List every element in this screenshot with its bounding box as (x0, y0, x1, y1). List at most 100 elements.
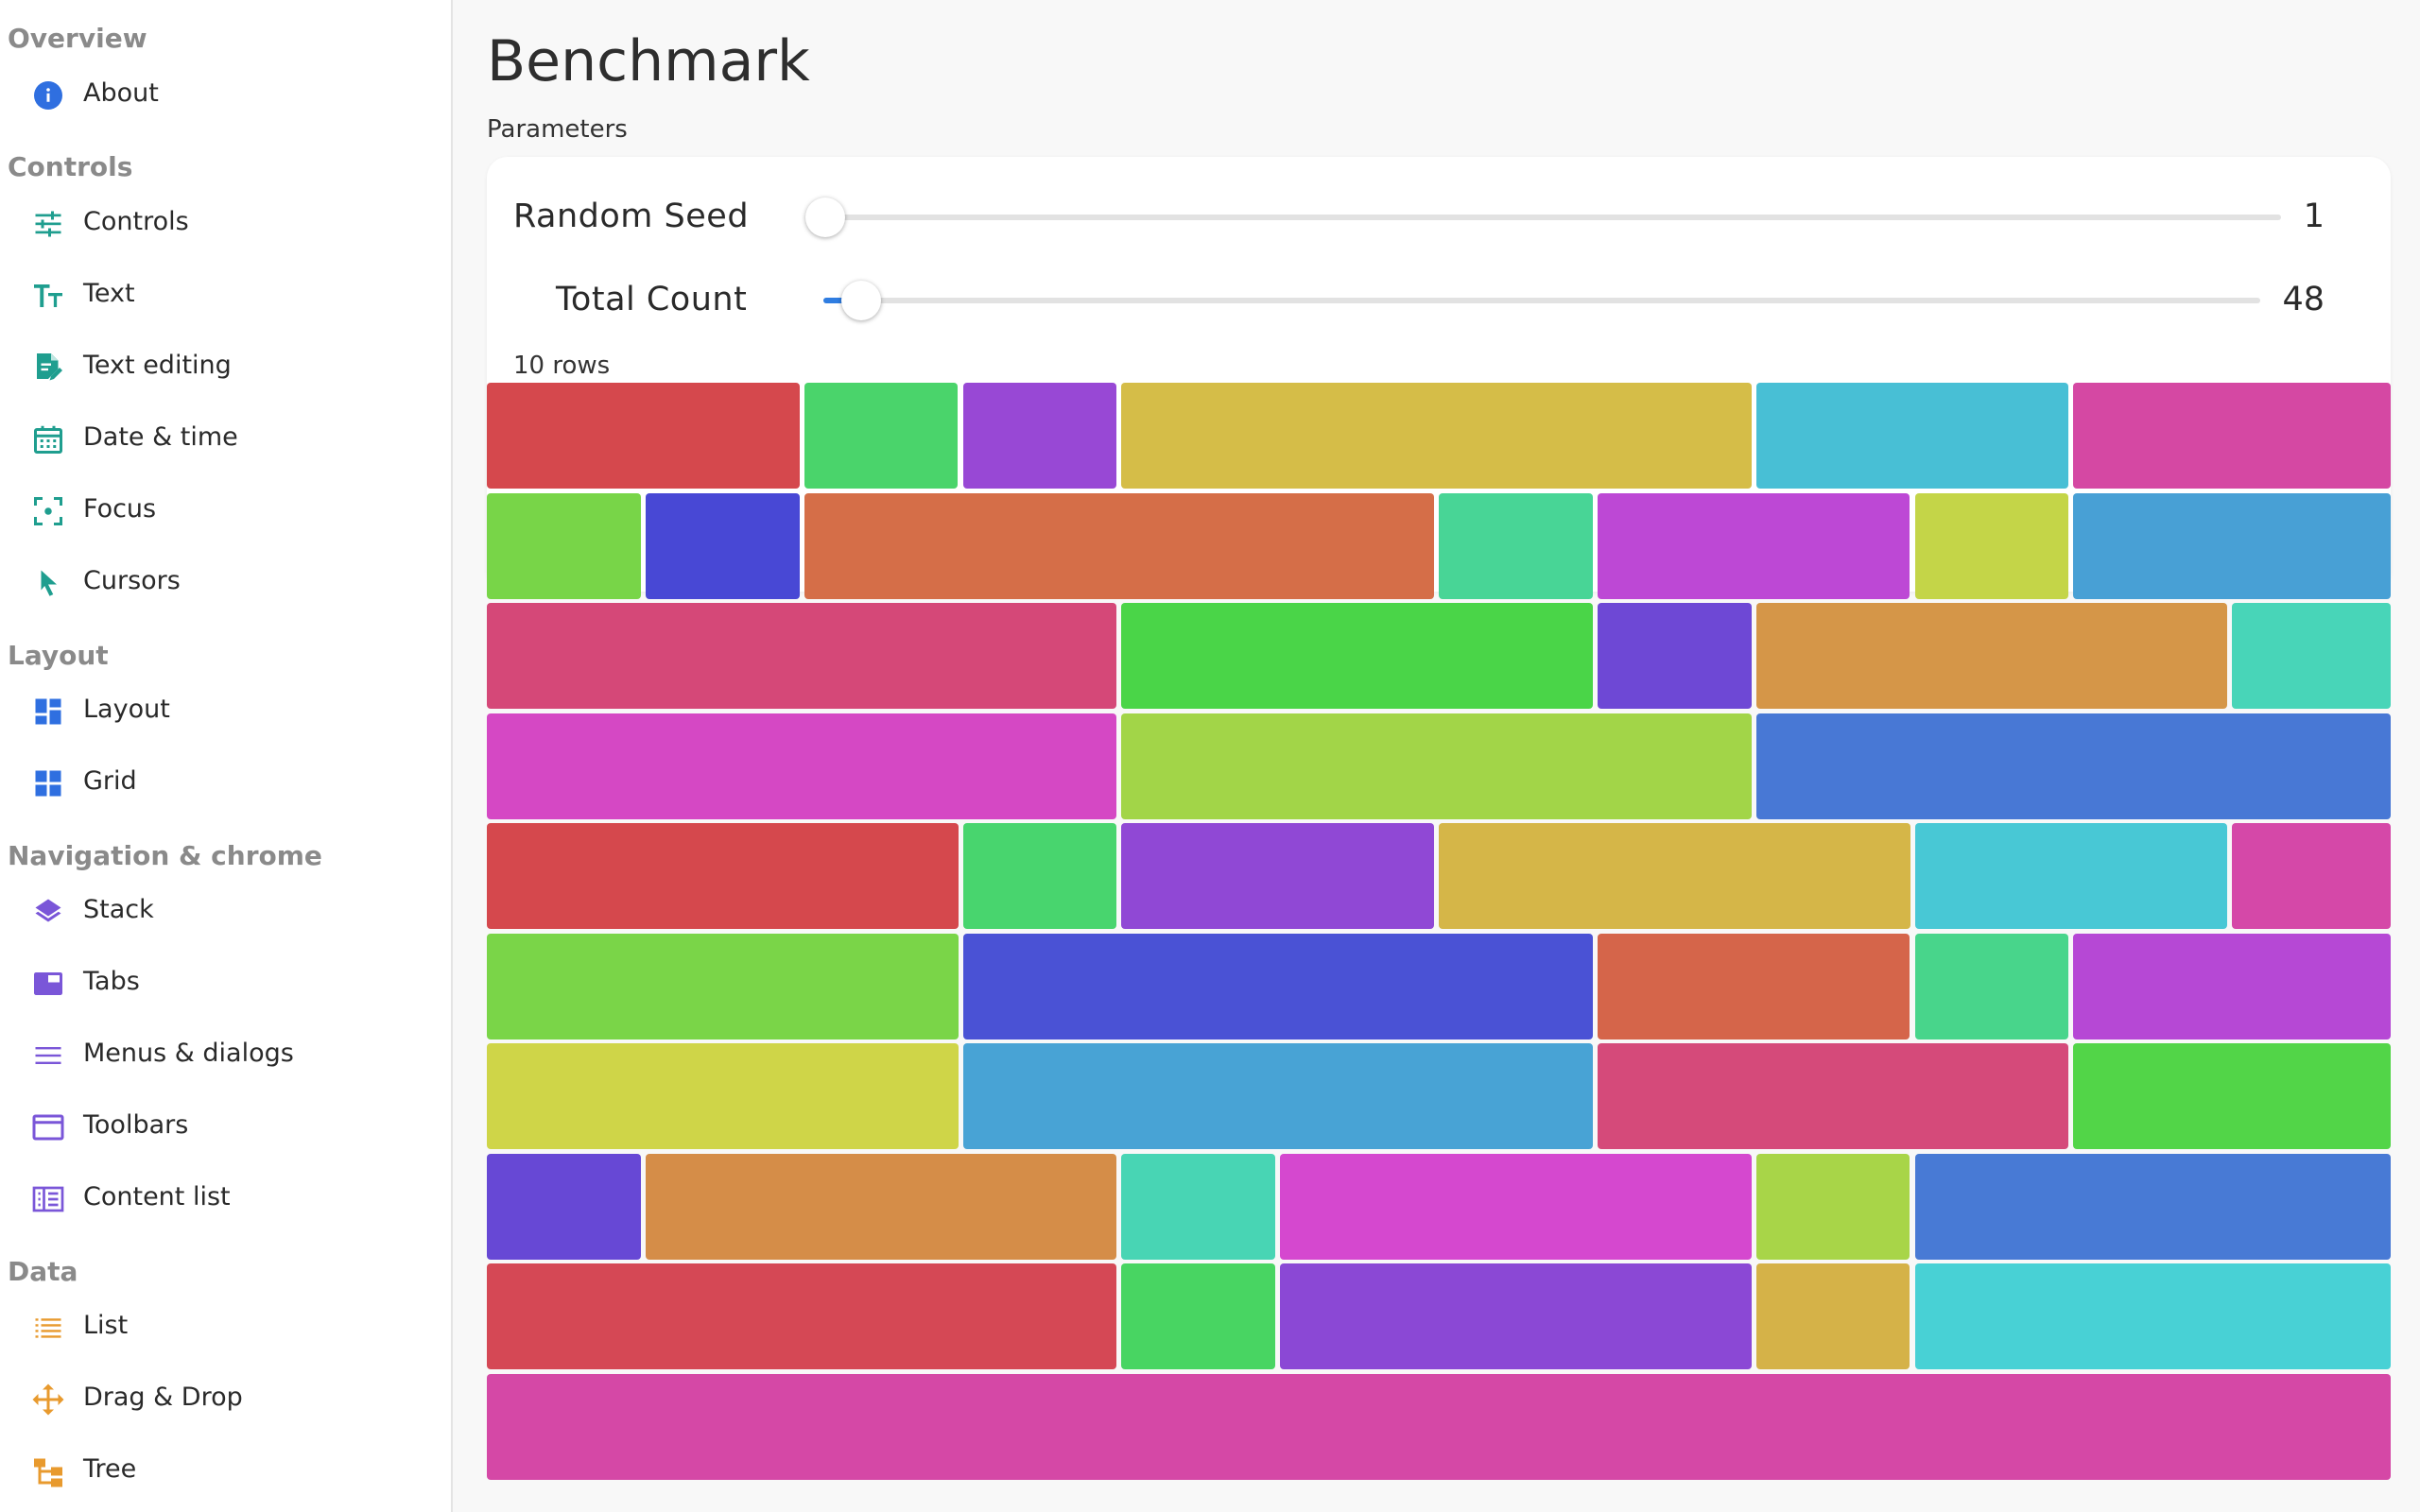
sidebar-item-list[interactable]: List (0, 1297, 444, 1353)
sidebar-item-label: Tabs (83, 966, 140, 996)
sidebar-item-cursors[interactable]: Cursors (0, 552, 444, 609)
color-block (1914, 492, 2069, 599)
sidebar-item-label: About (83, 77, 159, 108)
color-block (1597, 603, 1752, 709)
color-block (487, 713, 1117, 819)
color-block (487, 1263, 1117, 1369)
sidebar-item-menus-dialogs[interactable]: Menus & dialogs (0, 1024, 444, 1081)
sidebar-item-toolbars[interactable]: Toolbars (0, 1096, 444, 1153)
color-block (1755, 1153, 1910, 1260)
sidebar-item-tree[interactable]: Tree (0, 1440, 444, 1497)
slider-thumb[interactable] (805, 198, 845, 237)
color-block (1121, 823, 1434, 929)
total-count-slider[interactable] (823, 281, 2260, 320)
sidebar-item-text-editing[interactable]: Text editing (0, 336, 444, 393)
tune-sliders-icon (30, 206, 66, 242)
section-title-overview: Overview (8, 23, 147, 54)
color-block (2073, 492, 2391, 599)
sidebar-item-drag-drop[interactable]: Drag & Drop (0, 1368, 444, 1425)
random-seed-slider[interactable] (805, 198, 2281, 237)
sidebar-item-controls[interactable]: Controls (0, 193, 444, 249)
color-block (487, 933, 959, 1040)
sidebar-item-label: Drag & Drop (83, 1382, 243, 1412)
color-block (962, 1043, 1593, 1149)
sidebar-item-label: Grid (83, 765, 137, 796)
sidebar-item-label: Stack (83, 894, 154, 924)
sidebar-item-about[interactable]: About (0, 64, 444, 121)
benchmark-blocks (487, 383, 2391, 1485)
total-count-value: 48 (2282, 281, 2325, 318)
block-row (487, 1373, 2391, 1480)
color-block (645, 1153, 1117, 1260)
block-row (487, 823, 2391, 929)
total-count-row: Total Count 48 (487, 271, 2391, 328)
page-title: Benchmark (487, 28, 810, 94)
color-block (1439, 823, 1910, 929)
color-block (487, 492, 641, 599)
sidebar-item-tabs[interactable]: Tabs (0, 953, 444, 1009)
sidebar-item-label: Focus (83, 493, 157, 524)
block-row (487, 603, 2391, 709)
color-block (962, 383, 1117, 489)
sidebar-item-label: Cursors (83, 565, 181, 595)
dashboard-layout-icon (30, 694, 66, 730)
color-block (1914, 1153, 2391, 1260)
tab-icon (30, 966, 66, 1002)
sidebar-item-label: Controls (83, 206, 189, 236)
layers-stack-icon (30, 894, 66, 930)
color-block (1280, 1263, 1752, 1369)
random-seed-row: Random Seed 1 (487, 188, 2391, 245)
edit-document-icon (30, 350, 66, 386)
rows-caption: 10 rows (513, 352, 611, 380)
sidebar-item-label: Menus & dialogs (83, 1038, 294, 1068)
sidebar-item-label: Date & time (83, 421, 238, 452)
calendar-icon (30, 421, 66, 457)
menu-lines-icon (30, 1038, 66, 1074)
color-block (1121, 1263, 1276, 1369)
color-block (1121, 713, 1752, 819)
color-block (2073, 933, 2391, 1040)
color-block (2232, 603, 2391, 709)
sidebar-item-layout[interactable]: Layout (0, 680, 444, 737)
sidebar-item-date-time[interactable]: Date & time (0, 408, 444, 465)
color-block (487, 1373, 2391, 1480)
color-block (962, 933, 1593, 1040)
block-row (487, 933, 2391, 1040)
sidebar-item-grid[interactable]: Grid (0, 752, 444, 809)
random-seed-value: 1 (2303, 198, 2325, 235)
section-title-layout: Layout (8, 640, 109, 671)
block-row (487, 492, 2391, 599)
sidebar-item-focus[interactable]: Focus (0, 480, 444, 537)
section-title-data: Data (8, 1256, 78, 1287)
color-block (487, 823, 959, 929)
color-block (1439, 492, 1593, 599)
color-block (1914, 823, 2228, 929)
sidebar-item-label: Content list (83, 1181, 231, 1211)
color-block (2232, 823, 2391, 929)
color-block (1121, 603, 1593, 709)
section-title-controls: Controls (8, 151, 133, 182)
block-row (487, 713, 2391, 819)
color-block (1280, 1153, 1752, 1260)
color-block (645, 492, 800, 599)
block-row (487, 383, 2391, 489)
sidebar-item-content-list[interactable]: Content list (0, 1168, 444, 1225)
main-content: Benchmark Parameters Random Seed 1 Total… (455, 0, 2420, 1512)
color-block (487, 383, 800, 489)
sidebar-item-label: Toolbars (83, 1109, 189, 1140)
color-block (487, 603, 1117, 709)
color-block (1755, 603, 2228, 709)
sidebar-item-text[interactable]: Text (0, 265, 444, 321)
sidebar-item-stack[interactable]: Stack (0, 881, 444, 937)
slider-thumb[interactable] (840, 281, 881, 320)
block-row (487, 1153, 2391, 1260)
color-block (804, 383, 959, 489)
color-block (487, 1043, 959, 1149)
color-block (2073, 1043, 2391, 1149)
random-seed-label: Random Seed (513, 198, 750, 235)
color-block (2073, 383, 2391, 489)
sidebar-item-label: Tree (83, 1453, 137, 1484)
cursor-arrow-icon (30, 565, 66, 601)
focus-target-icon (30, 493, 66, 529)
